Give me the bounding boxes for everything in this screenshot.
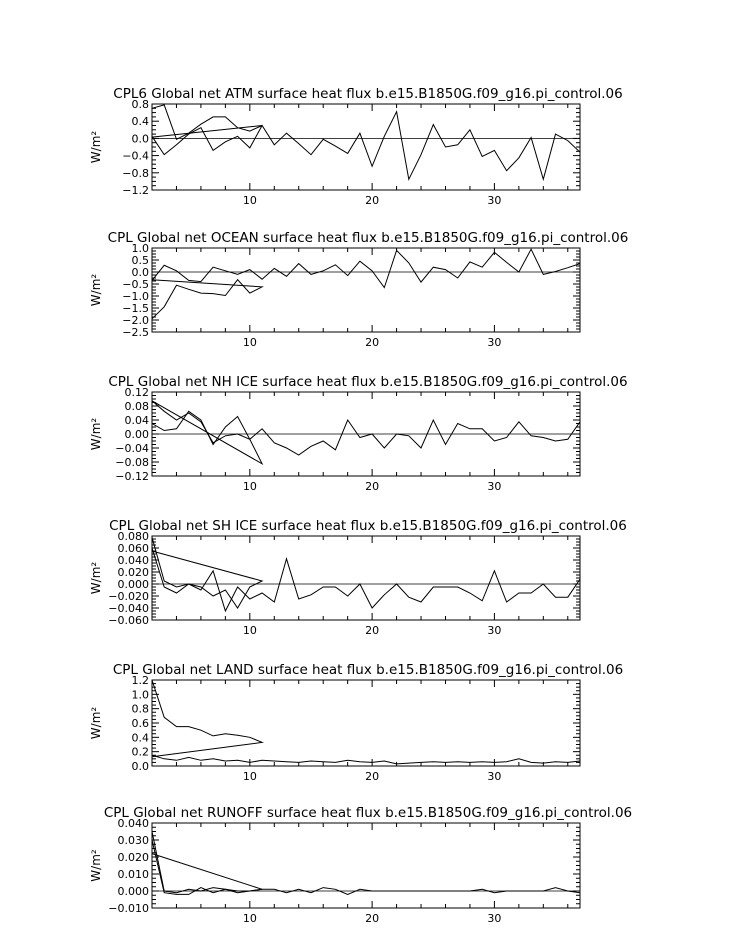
plot-frame [151, 247, 581, 333]
y-axis-label: W/m² [89, 131, 103, 164]
y-tick-label: 1.2 [132, 674, 150, 687]
x-tick-label: 30 [487, 624, 501, 637]
y-tick-label: 0.040 [118, 554, 150, 567]
x-tick-label: 20 [365, 336, 379, 349]
plot-frame [151, 822, 581, 909]
chart-title: CPL Global net OCEAN surface heat flux b… [108, 230, 629, 246]
x-tick-label: 30 [487, 912, 501, 925]
x-tick-label: 10 [243, 194, 257, 207]
chart-title: CPL6 Global net ATM surface heat flux b.… [113, 86, 622, 102]
y-tick-label: −0.08 [115, 456, 149, 469]
chart-title: CPL Global net SH ICE surface heat flux … [109, 518, 627, 534]
y-tick-label: −0.5 [122, 278, 149, 291]
y-tick-label: 0.08 [125, 400, 150, 413]
y-tick-label: 0.12 [125, 386, 150, 399]
series-line-2 [151, 754, 581, 765]
chart-title: CPL Global net RUNOFF surface heat flux … [104, 805, 632, 821]
y-tick-label: −2.0 [122, 314, 149, 327]
x-tick-label: 10 [243, 912, 257, 925]
chart-panel-5: CPL Global net LAND surface heat flux b.… [89, 662, 623, 783]
y-tick-label: 0.000 [118, 578, 150, 591]
y-tick-label: −0.010 [108, 902, 149, 915]
chart-panel-2: CPL Global net OCEAN surface heat flux b… [89, 230, 628, 349]
y-tick-label: 0.6 [132, 717, 150, 730]
y-tick-label: −0.020 [108, 590, 149, 603]
y-tick-label: −1.5 [122, 302, 149, 315]
chart-title: CPL Global net LAND surface heat flux b.… [113, 662, 623, 678]
y-tick-label: −0.12 [115, 470, 149, 483]
chart-panel-6: CPL Global net RUNOFF surface heat flux … [89, 805, 632, 925]
x-tick-label: 20 [365, 194, 379, 207]
x-tick-label: 10 [243, 624, 257, 637]
y-axis-label: W/m² [89, 707, 103, 740]
y-axis-label: W/m² [89, 849, 103, 882]
chart-panel-4: CPL Global net SH ICE surface heat flux … [89, 518, 627, 637]
x-tick-label: 30 [487, 194, 501, 207]
x-tick-label: 30 [487, 480, 501, 493]
x-tick-label: 20 [365, 624, 379, 637]
y-tick-label: 0.020 [118, 851, 150, 864]
y-tick-label: −0.060 [108, 614, 149, 627]
y-tick-label: 0.020 [118, 566, 150, 579]
y-tick-label: −0.8 [122, 167, 149, 180]
y-axis-label: W/m² [89, 562, 103, 595]
x-tick-label: 10 [243, 336, 257, 349]
y-tick-label: 0.0 [132, 266, 150, 279]
y-tick-label: 0.5 [132, 254, 150, 267]
x-tick-label: 30 [487, 770, 501, 783]
y-tick-label: 0.080 [118, 530, 150, 543]
y-tick-label: 1.0 [132, 688, 150, 701]
y-tick-label: 0.4 [132, 731, 150, 744]
series-line-2 [151, 547, 581, 613]
y-tick-label: 0.8 [132, 703, 150, 716]
y-tick-label: 0.000 [118, 885, 150, 898]
x-tick-label: 10 [243, 770, 257, 783]
y-tick-label: 0.00 [125, 428, 150, 441]
y-axis-label: W/m² [89, 418, 103, 451]
series-line-1 [151, 831, 263, 894]
y-tick-label: 0.2 [132, 746, 150, 759]
y-tick-label: −2.5 [122, 326, 149, 339]
chart-panel-3: CPL Global net NH ICE surface heat flux … [89, 374, 628, 493]
y-axis-label: W/m² [89, 274, 103, 307]
series-line-2 [151, 248, 581, 289]
y-tick-label: 0.060 [118, 542, 150, 555]
y-tick-label: 0.4 [132, 115, 150, 128]
series-line-2 [151, 839, 581, 895]
y-tick-label: −1.0 [122, 290, 149, 303]
x-tick-label: 30 [487, 336, 501, 349]
y-tick-label: 0.030 [118, 834, 150, 847]
x-tick-label: 20 [365, 912, 379, 925]
y-tick-label: 0.8 [132, 98, 150, 111]
y-tick-label: −1.2 [122, 184, 149, 197]
x-tick-label: 20 [365, 480, 379, 493]
series-line-2 [151, 410, 581, 456]
series-line-1 [151, 400, 264, 466]
chart-panel-1: CPL6 Global net ATM surface heat flux b.… [89, 86, 623, 207]
series-line-1 [151, 679, 265, 758]
x-tick-label: 10 [243, 480, 257, 493]
chart-title: CPL Global net NH ICE surface heat flux … [108, 374, 627, 390]
series-line-1 [151, 537, 264, 609]
y-tick-label: −0.4 [122, 150, 149, 163]
y-tick-label: 0.040 [118, 817, 150, 830]
plot-frame [151, 535, 581, 621]
series-line-2 [151, 110, 581, 182]
y-tick-label: 0.010 [118, 868, 150, 881]
plot-frame [151, 679, 581, 767]
y-tick-label: 0.0 [132, 132, 150, 145]
x-tick-label: 20 [365, 770, 379, 783]
series-line-1 [151, 278, 264, 320]
y-tick-label: 1.0 [132, 242, 150, 255]
y-tick-label: 0.04 [125, 414, 150, 427]
y-tick-label: −0.04 [115, 442, 149, 455]
series-line-1 [151, 104, 263, 140]
y-tick-label: −0.040 [108, 602, 149, 615]
y-tick-label: 0.0 [132, 760, 150, 773]
